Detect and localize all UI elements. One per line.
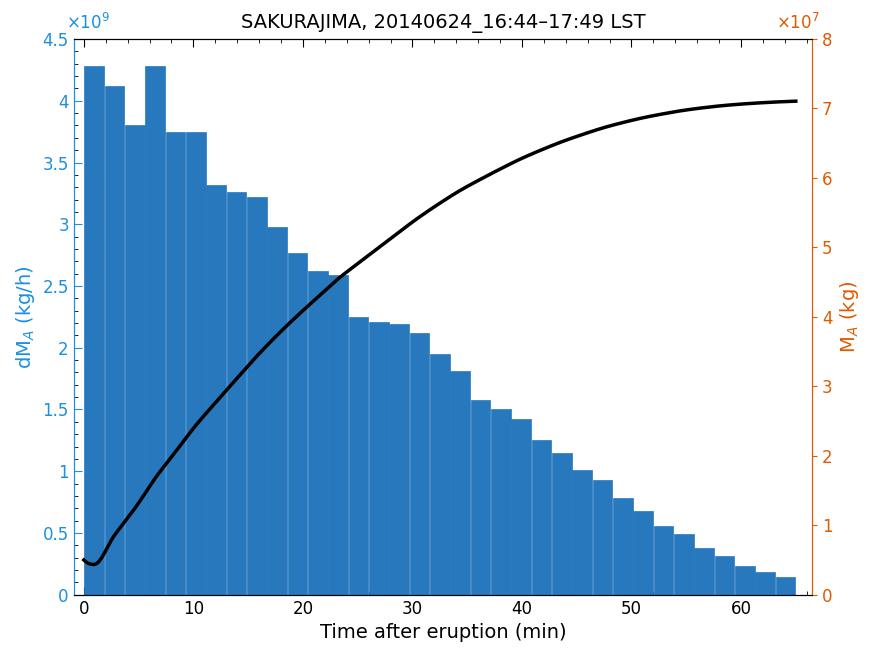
Bar xyxy=(288,253,307,595)
X-axis label: Time after eruption (min): Time after eruption (min) xyxy=(319,623,566,642)
Bar xyxy=(511,419,531,595)
Bar xyxy=(206,185,226,595)
Bar xyxy=(451,371,470,595)
Bar xyxy=(348,317,368,595)
Bar xyxy=(613,499,633,595)
Y-axis label: dM$_A$ (kg/h): dM$_A$ (kg/h) xyxy=(14,265,37,369)
Bar xyxy=(572,470,592,595)
Bar xyxy=(674,534,694,595)
Bar xyxy=(634,511,653,595)
Bar xyxy=(369,322,388,595)
Bar xyxy=(430,354,450,595)
Bar xyxy=(165,132,186,595)
Bar xyxy=(776,577,795,595)
Title: SAKURAJIMA, 20140624_16:44–17:49 LST: SAKURAJIMA, 20140624_16:44–17:49 LST xyxy=(241,14,645,33)
Bar xyxy=(267,227,287,595)
Bar xyxy=(410,333,430,595)
Bar xyxy=(145,66,164,595)
Bar xyxy=(491,409,511,595)
Bar xyxy=(654,525,674,595)
Bar xyxy=(125,125,144,595)
Bar xyxy=(186,132,206,595)
Bar xyxy=(104,86,124,595)
Bar xyxy=(552,453,571,595)
Bar xyxy=(715,556,734,595)
Bar xyxy=(227,192,246,595)
Bar xyxy=(755,573,775,595)
Bar xyxy=(308,271,327,595)
Text: $\times10^7$: $\times10^7$ xyxy=(776,13,820,33)
Bar xyxy=(328,275,348,595)
Bar xyxy=(532,440,551,595)
Bar xyxy=(695,548,714,595)
Y-axis label: M$_A$ (kg): M$_A$ (kg) xyxy=(838,281,861,353)
Bar xyxy=(735,566,755,595)
Bar xyxy=(247,197,267,595)
Text: $\times10^9$: $\times10^9$ xyxy=(66,13,110,33)
Bar xyxy=(389,324,409,595)
Bar xyxy=(84,66,104,595)
Bar xyxy=(471,400,490,595)
Bar xyxy=(592,480,612,595)
